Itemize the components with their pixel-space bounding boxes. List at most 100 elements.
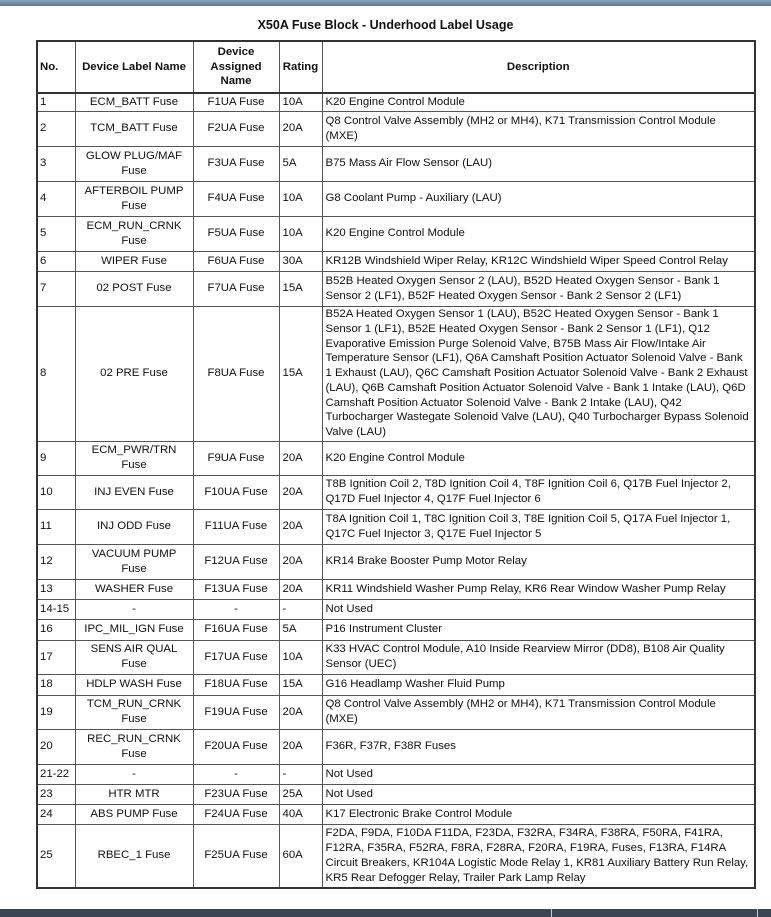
cell-rating: 15A — [278, 673, 323, 696]
cell-description: T8A Ignition Coil 1, T8C Ignition Coil 3… — [321, 508, 756, 545]
cell-description: Not Used — [321, 783, 756, 805]
cell-device-assigned-name: F5UA Fuse — [192, 215, 280, 252]
cell-device-label-name: HTR MTR — [74, 783, 194, 805]
cell-description: B75 Mass Air Flow Sensor (LAU) — [321, 145, 756, 182]
header-rating: Rating — [278, 40, 323, 94]
cell-no: 2 — [36, 110, 76, 147]
table-row: 3 GLOW PLUG/MAF Fuse F3UA Fuse 5A B75 Mass A… — [36, 145, 756, 182]
cell-device-label-name: ECM_RUN_CRNK Fuse — [74, 215, 194, 252]
window-top-bar — [0, 0, 771, 6]
cell-no: 16 — [36, 618, 76, 641]
header-no: No. — [36, 40, 76, 94]
table-row: 16 IPC_MIL_IGN Fuse F16UA Fuse 5A P16 Instru… — [36, 618, 756, 641]
table-row: 10 INJ EVEN Fuse F10UA Fuse 20A T8B Ignition… — [36, 474, 756, 510]
cell-device-assigned-name: F9UA Fuse — [192, 440, 280, 476]
table-row: 7 02 POST Fuse F7UA Fuse 15A B52B Heated Oxy… — [36, 270, 756, 307]
cell-rating: 20A — [278, 440, 323, 476]
cell-device-label-name: REC_RUN_CRNK Fuse — [74, 728, 194, 765]
bottom-bar-divider — [551, 909, 552, 917]
table-row: 25 RBEC_1 Fuse F25UA Fuse 60A F2DA, F9DA, F1… — [36, 823, 756, 889]
cell-device-label-name: GLOW PLUG/MAF Fuse — [74, 145, 194, 182]
cell-rating: 5A — [278, 145, 323, 182]
table-row: 18 HDLP WASH Fuse F18UA Fuse 15A G16 Headlam… — [36, 673, 756, 696]
cell-description: G16 Headlamp Washer Fluid Pump — [321, 673, 756, 696]
cell-no: 23 — [36, 783, 76, 805]
cell-rating: 15A — [278, 305, 323, 442]
cell-device-assigned-name: F23UA Fuse — [192, 783, 280, 805]
cell-rating: 10A — [278, 639, 323, 675]
cell-no: 6 — [36, 250, 76, 272]
cell-no: 11 — [36, 508, 76, 545]
cell-device-assigned-name: F12UA Fuse — [192, 543, 280, 580]
cell-device-label-name: 02 PRE Fuse — [74, 305, 194, 442]
cell-no: 17 — [36, 639, 76, 675]
table-row: 8 02 PRE Fuse F8UA Fuse 15A B52A Heated Oxyg… — [36, 305, 756, 442]
cell-device-assigned-name: F8UA Fuse — [192, 305, 280, 442]
table-row: 11 INJ ODD Fuse F11UA Fuse 20A T8A Ignition … — [36, 508, 756, 545]
cell-rating: 20A — [278, 508, 323, 545]
table-row: 6 WIPER Fuse F6UA Fuse 30A KR12B Windshield … — [36, 250, 756, 272]
cell-device-assigned-name: F19UA Fuse — [192, 694, 280, 730]
table-row: 17 SENS AIR QUAL Fuse F17UA Fuse 10A K33 HVA… — [36, 639, 756, 675]
cell-no: 14-15 — [36, 598, 76, 620]
cell-no: 20 — [36, 728, 76, 765]
cell-description: K20 Engine Control Module — [321, 440, 756, 476]
cell-description: B52A Heated Oxygen Sensor 1 (LAU), B52C … — [321, 305, 756, 442]
cell-device-label-name: INJ ODD Fuse — [74, 508, 194, 545]
cell-device-assigned-name: F6UA Fuse — [192, 250, 280, 272]
cell-device-assigned-name: F24UA Fuse — [192, 803, 280, 825]
cell-rating: - — [278, 763, 323, 785]
cell-device-label-name: ECM_BATT Fuse — [74, 92, 194, 112]
cell-description: F2DA, F9DA, F10DA F11DA, F23DA, F32RA, F… — [321, 823, 756, 889]
cell-no: 8 — [36, 305, 76, 442]
cell-device-label-name: 02 POST Fuse — [74, 270, 194, 307]
cell-device-assigned-name: F11UA Fuse — [192, 508, 280, 545]
cell-device-assigned-name: F25UA Fuse — [192, 823, 280, 889]
table-row: 1 ECM_BATT Fuse F1UA Fuse 10A K20 Engine Con… — [36, 92, 756, 112]
cell-device-assigned-name: F1UA Fuse — [192, 92, 280, 112]
table-header-row: No. Device Label Name Device Assigned Na… — [36, 40, 756, 94]
cell-description: Q8 Control Valve Assembly (MH2 or MH4), … — [321, 694, 756, 730]
cell-no: 1 — [36, 92, 76, 112]
cell-description: P16 Instrument Cluster — [321, 618, 756, 641]
cell-device-label-name: IPC_MIL_IGN Fuse — [74, 618, 194, 641]
cell-device-label-name: INJ EVEN Fuse — [74, 474, 194, 510]
cell-rating: 20A — [278, 728, 323, 765]
cell-device-assigned-name: F20UA Fuse — [192, 728, 280, 765]
table-row: 13 WASHER Fuse F13UA Fuse 20A KR11 Windshiel… — [36, 578, 756, 600]
cell-description: Not Used — [321, 763, 756, 785]
cell-no: 25 — [36, 823, 76, 889]
cell-device-assigned-name: F17UA Fuse — [192, 639, 280, 675]
table-row: 2 TCM_BATT Fuse F2UA Fuse 20A Q8 Control Val… — [36, 110, 756, 147]
cell-description: KR12B Windshield Wiper Relay, KR12C Wind… — [321, 250, 756, 272]
cell-rating: 5A — [278, 618, 323, 641]
table-row: 20 REC_RUN_CRNK Fuse F20UA Fuse 20A F36R, F3… — [36, 728, 756, 765]
cell-rating: 20A — [278, 578, 323, 600]
cell-description: KR11 Windshield Washer Pump Relay, KR6 R… — [321, 578, 756, 600]
cell-description: K20 Engine Control Module — [321, 92, 756, 112]
cell-rating: 15A — [278, 270, 323, 307]
cell-rating: 10A — [278, 92, 323, 112]
cell-device-label-name: TCM_RUN_CRNK Fuse — [74, 694, 194, 730]
cell-rating: 10A — [278, 215, 323, 252]
cell-description: B52B Heated Oxygen Sensor 2 (LAU), B52D … — [321, 270, 756, 307]
cell-device-assigned-name: F13UA Fuse — [192, 578, 280, 600]
cell-device-assigned-name: F2UA Fuse — [192, 110, 280, 147]
cell-device-assigned-name: F16UA Fuse — [192, 618, 280, 641]
cell-device-label-name: VACUUM PUMP Fuse — [74, 543, 194, 580]
table-row: 9 ECM_PWR/TRN Fuse F9UA Fuse 20A K20 Engine … — [36, 440, 756, 476]
table-row: 21-22- - - Not Used — [36, 763, 756, 785]
cell-rating: 25A — [278, 783, 323, 805]
cell-rating: 10A — [278, 180, 323, 217]
cell-description: Not Used — [321, 598, 756, 620]
table-row: 12 VACUUM PUMP Fuse F12UA Fuse 20A KR14 Brak… — [36, 543, 756, 580]
cell-device-assigned-name: F7UA Fuse — [192, 270, 280, 307]
cell-device-label-name: ABS PUMP Fuse — [74, 803, 194, 825]
cell-description: K20 Engine Control Module — [321, 215, 756, 252]
cell-no: 9 — [36, 440, 76, 476]
cell-no: 7 — [36, 270, 76, 307]
cell-device-label-name: TCM_BATT Fuse — [74, 110, 194, 147]
cell-device-label-name: - — [74, 763, 194, 785]
cell-device-label-name: HDLP WASH Fuse — [74, 673, 194, 696]
cell-rating: 60A — [278, 823, 323, 889]
